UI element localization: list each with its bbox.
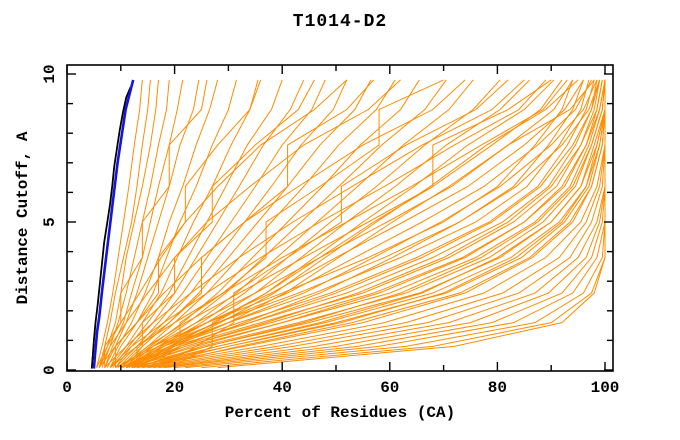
model-curve — [131, 79, 606, 369]
model-curve — [96, 79, 348, 368]
model-curve — [125, 79, 574, 369]
model-curve — [109, 79, 568, 369]
model-curve — [131, 79, 592, 369]
highlight-curve — [92, 79, 135, 369]
model-curve — [120, 79, 590, 369]
model-curve — [109, 79, 547, 368]
model-curve — [98, 79, 401, 368]
axes-layer — [66, 64, 614, 372]
x-tick-label: 60 — [380, 379, 399, 397]
reference-curve — [90, 86, 132, 369]
model-curve — [120, 79, 595, 369]
y-tick-label: 10 — [41, 64, 59, 83]
model-curve — [109, 79, 259, 368]
y-tick-label: 0 — [41, 365, 59, 375]
model-curve — [131, 79, 598, 369]
model-curve — [125, 79, 315, 368]
model-curve — [131, 79, 555, 369]
model-curve — [115, 79, 574, 369]
model-curve — [120, 79, 563, 369]
model-curve — [142, 79, 606, 369]
model-curve — [217, 79, 606, 369]
model-curve — [147, 79, 606, 369]
model-curve — [120, 79, 603, 369]
x-tick-label: 20 — [165, 379, 184, 397]
model-curve — [126, 79, 606, 369]
model-curve — [125, 79, 474, 369]
plot-title: T1014-D2 — [293, 12, 387, 32]
model-curve — [112, 79, 283, 368]
y-axis-title: Distance Cutoff, A — [14, 131, 32, 304]
model-curve — [98, 79, 159, 368]
model-curve — [136, 79, 601, 369]
x-tick-label: 80 — [488, 379, 507, 397]
model-curve — [136, 79, 606, 369]
model-curve — [104, 79, 200, 368]
model-curve — [125, 79, 601, 369]
model-curve — [98, 79, 466, 368]
model-curve — [136, 79, 606, 369]
model-curve — [120, 79, 396, 369]
model-curve — [125, 79, 584, 369]
model-curve — [104, 79, 208, 368]
x-tick-label: 100 — [591, 379, 620, 397]
tick-labels: 0 20 40 60 80 100 0 5 10 — [41, 64, 619, 397]
x-tick-label: 40 — [273, 379, 292, 397]
x-axis-title: Percent of Residues (CA) — [225, 404, 455, 422]
model-curve — [125, 79, 447, 369]
plot-frame — [66, 64, 614, 372]
model-curve — [104, 79, 525, 368]
x-tick-label: 0 — [62, 379, 72, 397]
model-curve — [96, 79, 143, 368]
model-curve — [131, 79, 603, 369]
y-tick-label: 5 — [41, 217, 59, 227]
model-curve — [98, 79, 151, 368]
model-curve — [128, 79, 501, 369]
model-curve — [106, 79, 219, 368]
model-curve — [131, 79, 531, 369]
curves-layer — [90, 79, 606, 369]
model-curve — [115, 79, 584, 369]
model-curve — [136, 79, 595, 369]
model-curve — [142, 79, 606, 369]
